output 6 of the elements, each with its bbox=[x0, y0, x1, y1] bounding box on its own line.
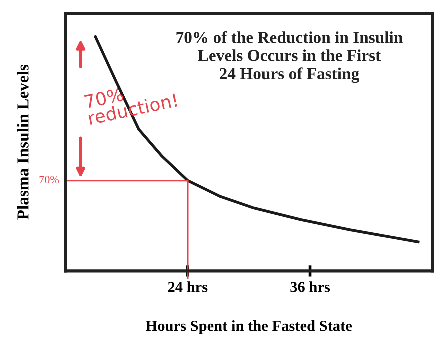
x-axis-title: Hours Spent in the Fasted State bbox=[146, 320, 352, 334]
x-tick-label: 36 hrs bbox=[290, 282, 330, 292]
x-tick-label: 24 hrs bbox=[168, 282, 208, 292]
text: 70% bbox=[40, 176, 60, 184]
y-axis-title: Plasma Insulin Levels bbox=[17, 64, 29, 220]
text: 70% of the Reduction in Insulin Levels Occurs in the First 24 Hours of Fasting bbox=[176, 31, 403, 84]
